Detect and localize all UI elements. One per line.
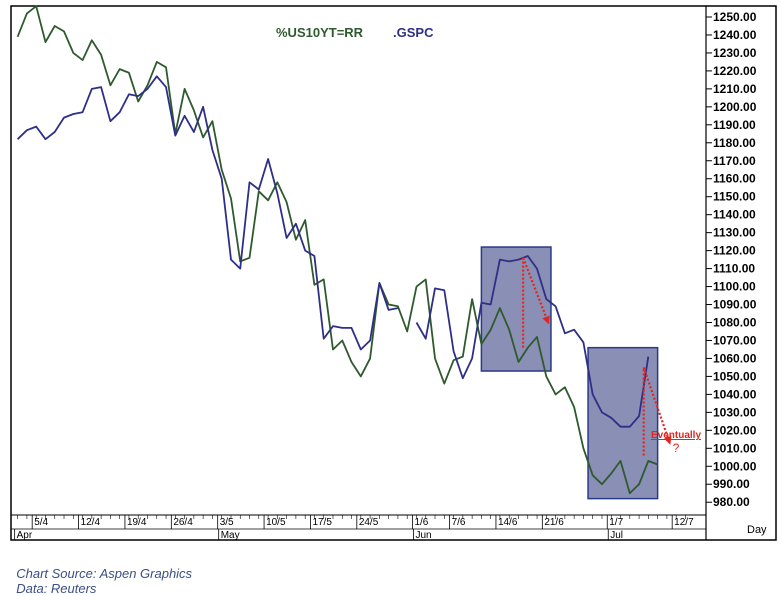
x-date-label: 3/5 bbox=[220, 517, 234, 528]
y-tick-label: 1170.00 bbox=[713, 154, 756, 168]
x-month-label: Apr bbox=[17, 530, 33, 541]
y-tick-label: 1240.00 bbox=[713, 28, 757, 42]
x-axis: 5/4 12/4 19/4 26/4 3/5 10/5 17/5 24/5 1/6 7/6 14/6… bbox=[14, 515, 694, 541]
x-date-label: 12/4 bbox=[81, 517, 101, 528]
chart: 980.00 990.00 1000.00 1010.00 1020.00 1030.00… bbox=[10, 5, 777, 541]
y-tick-label: 1080.00 bbox=[713, 316, 757, 330]
y-tick-label: 1040.00 bbox=[713, 387, 757, 401]
x-date-label: 1/6 bbox=[414, 517, 428, 528]
x-date-label: 10/5 bbox=[266, 517, 286, 528]
x-axis-label: Day bbox=[747, 524, 767, 536]
legend-label-gspc: .GSPC bbox=[393, 25, 434, 40]
y-tick-label: 1070.00 bbox=[713, 333, 757, 347]
chart-source: Chart Source: Aspen Graphics bbox=[16, 566, 193, 581]
x-month-label: May bbox=[221, 530, 240, 541]
y-tick-label: 1090.00 bbox=[713, 298, 757, 312]
data-source: Data: Reuters bbox=[16, 581, 97, 596]
legend-label-yield: %US10YT=RR bbox=[276, 25, 364, 40]
x-date-label: 19/4 bbox=[127, 517, 147, 528]
series-line-yield bbox=[16, 5, 658, 495]
x-month-label: Jun bbox=[415, 530, 431, 541]
question-mark: ? bbox=[673, 441, 680, 455]
y-tick-label: 1140.00 bbox=[713, 208, 756, 222]
y-tick-label: 1150.00 bbox=[713, 190, 756, 204]
y-axis: 980.00 990.00 1000.00 1010.00 1020.00 1030.00… bbox=[706, 10, 757, 509]
y-tick-label: 1010.00 bbox=[713, 441, 757, 455]
x-date-label: 26/4 bbox=[173, 517, 193, 528]
red-arrow-4 bbox=[642, 367, 672, 445]
y-tick-label: 1190.00 bbox=[713, 118, 756, 132]
y-tick-label: 1100.00 bbox=[713, 280, 756, 294]
series-lines bbox=[16, 5, 658, 495]
x-date-label: 12/7 bbox=[674, 517, 694, 528]
x-date-label: 1/7 bbox=[609, 517, 623, 528]
y-tick-label: 1180.00 bbox=[713, 136, 756, 150]
y-tick-label: 1220.00 bbox=[713, 64, 757, 78]
y-tick-label: 1210.00 bbox=[713, 82, 757, 96]
y-tick-label: 1110.00 bbox=[713, 262, 755, 276]
arrow-annotations bbox=[522, 257, 672, 456]
y-tick-label: 1020.00 bbox=[713, 423, 757, 437]
y-tick-label: 1030.00 bbox=[713, 405, 757, 419]
x-date-label: 7/6 bbox=[452, 517, 466, 528]
y-tick-label: 1200.00 bbox=[713, 100, 757, 114]
source-caption: Chart Source: Aspen Graphics Data: Reute… bbox=[9, 551, 210, 596]
y-tick-label: 1050.00 bbox=[713, 369, 757, 383]
y-tick-label: 1250.00 bbox=[713, 10, 757, 24]
eventually-annotation: Eventually bbox=[651, 430, 701, 441]
series-line-gspc bbox=[16, 75, 650, 428]
y-tick-label: 990.00 bbox=[713, 477, 750, 491]
x-date-label: 5/4 bbox=[34, 517, 48, 528]
y-tick-label: 980.00 bbox=[713, 495, 750, 509]
y-tick-label: 1060.00 bbox=[713, 351, 757, 365]
x-month-label: Jul bbox=[610, 530, 623, 541]
y-tick-label: 1000.00 bbox=[713, 459, 757, 473]
x-date-label: 21/6 bbox=[544, 517, 564, 528]
y-tick-label: 1130.00 bbox=[713, 226, 756, 240]
legend: %US10YT=RR .GSPC bbox=[276, 25, 434, 40]
x-date-label: 24/5 bbox=[359, 517, 379, 528]
outer-frame bbox=[10, 5, 777, 541]
y-tick-label: 1120.00 bbox=[713, 244, 756, 258]
y-tick-label: 1230.00 bbox=[713, 46, 757, 60]
highlight-box-2 bbox=[587, 346, 659, 500]
x-date-label: 17/5 bbox=[312, 517, 332, 528]
y-tick-label: 1160.00 bbox=[713, 172, 756, 186]
red-arrow-2 bbox=[522, 257, 550, 325]
x-date-label: 14/6 bbox=[498, 517, 518, 528]
